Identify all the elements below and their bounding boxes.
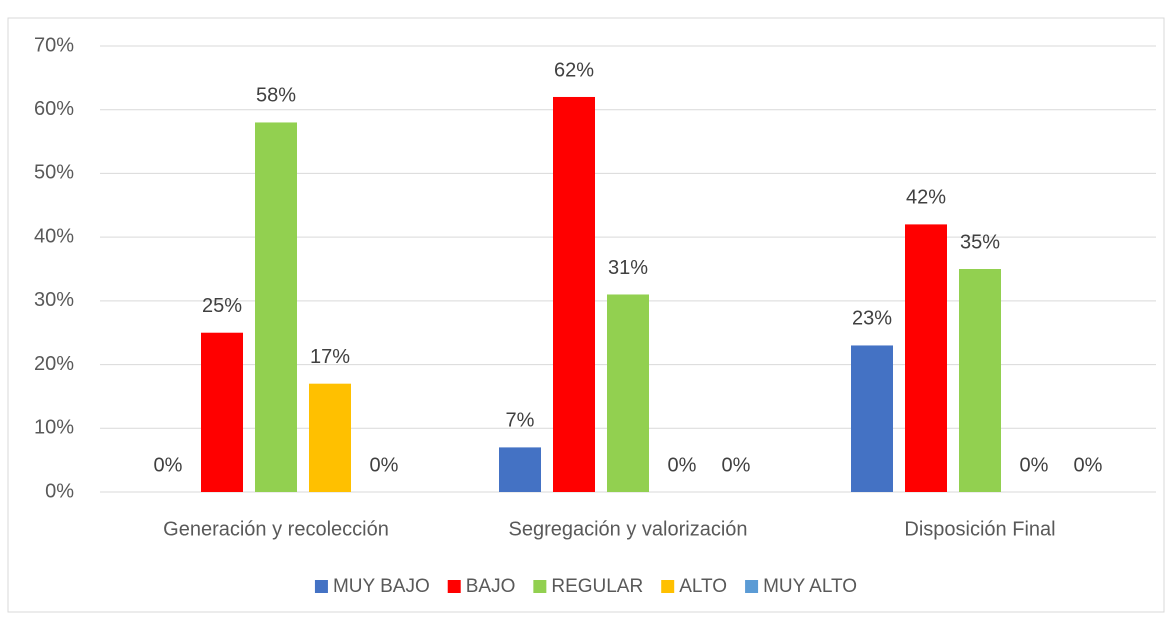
bar — [255, 122, 297, 492]
bar — [851, 345, 893, 492]
y-tick-label: 0% — [45, 480, 74, 502]
y-tick-label: 20% — [34, 353, 74, 375]
data-label: 0% — [1020, 454, 1049, 476]
y-tick-label: 60% — [34, 98, 74, 120]
legend-swatch — [533, 580, 547, 593]
x-tick-label: Generación y recolección — [163, 518, 389, 540]
bar — [607, 294, 649, 492]
legend-label: ALTO — [679, 576, 727, 597]
legend-swatch — [661, 580, 675, 593]
data-label: 31% — [608, 257, 648, 279]
bar — [309, 383, 351, 492]
bar — [905, 224, 947, 492]
legend-label: MUY BAJO — [333, 576, 430, 597]
bar — [959, 269, 1001, 492]
data-label: 0% — [1074, 454, 1103, 476]
data-label: 25% — [202, 295, 242, 317]
bar — [553, 96, 595, 492]
y-tick-label: 30% — [34, 289, 74, 311]
y-tick-label: 70% — [34, 34, 74, 56]
bar — [499, 447, 541, 492]
data-label: 42% — [906, 187, 946, 209]
data-label: 0% — [668, 454, 697, 476]
legend-swatch — [314, 580, 328, 593]
y-tick-label: 50% — [34, 162, 74, 184]
data-label: 35% — [960, 231, 1000, 253]
legend-label: REGULAR — [551, 576, 643, 597]
data-label: 62% — [554, 59, 594, 81]
data-label: 7% — [506, 410, 535, 432]
bar — [201, 332, 243, 492]
data-label: 58% — [256, 85, 296, 107]
data-label: 17% — [310, 346, 350, 368]
y-tick-label: 10% — [34, 417, 74, 439]
data-label: 23% — [852, 308, 892, 330]
data-label: 0% — [154, 454, 183, 476]
data-label: 0% — [722, 454, 751, 476]
legend-label: MUY ALTO — [763, 576, 857, 597]
y-tick-label: 40% — [34, 225, 74, 247]
x-tick-label: Disposición Final — [904, 518, 1055, 540]
x-tick-label: Segregación y valorización — [508, 518, 747, 540]
legend-swatch — [447, 580, 461, 593]
legend-label: BAJO — [466, 576, 516, 597]
legend-swatch — [745, 580, 759, 593]
data-label: 0% — [370, 454, 399, 476]
